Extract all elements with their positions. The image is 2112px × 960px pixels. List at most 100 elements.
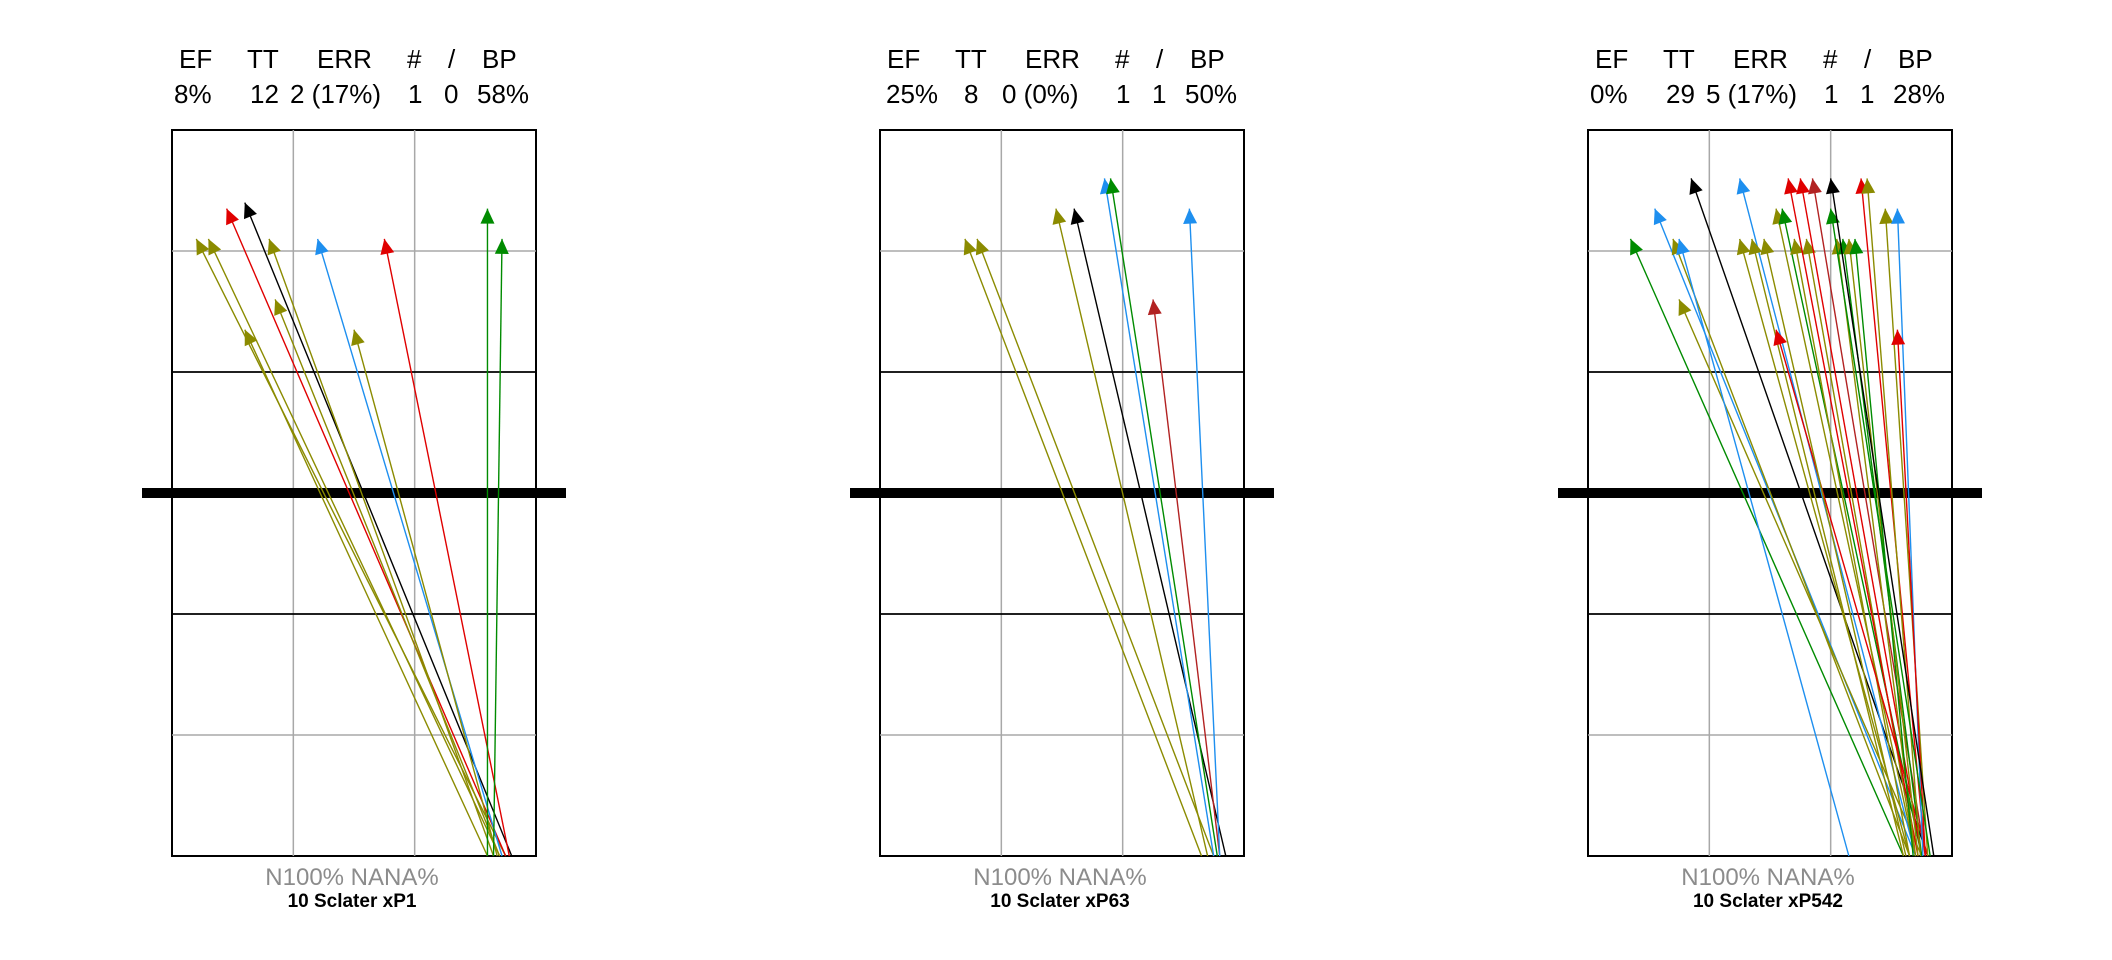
panel-1: EF TT ERR # / BP 8% 12 2 (17%) 1 0 58% N… [142,44,566,912]
trajectory-line [1678,238,1850,857]
stat-err: 5 (17%) [1706,79,1797,109]
arrowhead-point [1784,178,1798,195]
trajectory-line [1896,208,1924,857]
arrowhead-point [351,329,365,346]
arrowhead-point [1808,178,1822,195]
arrowhead-point [380,238,395,255]
trajectory-line [383,238,510,857]
arrowhead-point [1689,178,1703,195]
arrowhead-point [1861,178,1876,194]
arrowhead-point [1678,299,1692,316]
trajectory-line [268,238,495,857]
arrowhead-point [1070,208,1085,225]
header-tt: TT [1663,44,1695,74]
arrowhead-point [1760,238,1775,256]
header-slash: / [448,44,456,74]
stat-count: 1 [408,79,422,109]
arrowhead-point [1736,178,1751,195]
stat-slash: 1 [1152,79,1166,109]
arrowhead-point [226,208,239,226]
trajectory-line [1738,238,1911,857]
footer-line2: 10 Sclater xP63 [990,891,1129,912]
stat-ef: 25% [886,79,938,109]
footer-line1: N100% NANA% [265,864,438,891]
header-ef: EF [887,44,920,74]
arrowhead-point [1736,238,1751,256]
panel-header: EF TT ERR # / BP 8% 12 2 (17%) 1 0 58% [174,44,529,109]
header-err: ERR [1025,44,1080,74]
header-err: ERR [1733,44,1788,74]
stat-count: 1 [1824,79,1838,109]
trajectory-line [1836,238,1917,857]
trajectory-line [1787,178,1919,857]
stat-ef: 0% [1590,79,1628,109]
arrowhead-point [243,202,257,220]
trajectory-line [1775,329,1929,857]
arrowhead-point [1147,299,1162,316]
trajectory-line [1188,208,1221,857]
trajectory-line [1781,208,1923,857]
stat-bp: 50% [1185,79,1237,109]
panel-header: EF TT ERR # / BP 25% 8 0 (0%) 1 1 50% [886,44,1237,109]
trajectory-line [1109,178,1218,857]
trajectory-line [244,329,489,857]
arrowhead-point [208,238,222,256]
panel-3: EF TT ERR # / BP 0% 29 5 (17%) 1 1 28% N… [1558,44,1982,912]
trajectory-line [1866,178,1922,857]
arrowhead-point [1773,329,1787,347]
trajectory-line [492,238,503,857]
arrowhead-point [1052,208,1067,225]
header-bp: BP [1898,44,1933,74]
panel-2: EF TT ERR # / BP 25% 8 0 (0%) 1 1 50% N1… [850,44,1274,912]
arrowhead-point [1778,208,1793,225]
footer-line2: 10 Sclater xP1 [288,891,417,912]
trajectory-line [225,208,507,857]
arrowhead-point [1630,238,1643,256]
header-ef: EF [179,44,212,74]
arrowhead-point [1748,238,1763,256]
trajectory-line [1629,238,1905,857]
header-count: # [407,44,422,74]
arrowhead-point [1849,238,1864,255]
plot-frame [850,129,1274,857]
arrowhead-point [1676,238,1690,256]
arrowhead-point [1790,238,1804,255]
trajectory-line [1672,238,1911,857]
arrowhead-point [1653,208,1667,226]
arrowhead-point [963,238,977,256]
trajectory-line [274,299,501,857]
trajectory-line [1152,299,1221,857]
header-slash: / [1864,44,1872,74]
arrowhead-point [274,299,288,316]
trajectory-line [1775,208,1917,857]
stat-err: 0 (0%) [1002,79,1079,109]
stat-tt: 12 [250,79,279,109]
stat-slash: 1 [1860,79,1874,109]
trajectory-line [1829,208,1931,857]
trajectory-line [1763,238,1907,857]
arrowhead-point [267,238,281,256]
header-err: ERR [317,44,372,74]
trajectory-line [1811,178,1926,857]
stat-bp: 58% [477,79,529,109]
arrowhead-point [1891,329,1906,345]
trajectory-line [1793,238,1911,857]
trajectory-line [353,329,498,857]
stat-tt: 29 [1666,79,1695,109]
header-bp: BP [482,44,517,74]
footer-line1: N100% NANA% [1681,864,1854,891]
arrowhead-point [494,238,509,254]
footer-line2: 10 Sclater xP542 [1693,891,1843,912]
arrowhead-point [975,238,989,256]
stat-err: 2 (17%) [290,79,381,109]
trajectory-line [207,238,501,857]
stat-ef: 8% [174,79,212,109]
header-tt: TT [247,44,279,74]
arrowhead-point [1890,208,1905,224]
stat-tt: 8 [964,79,978,109]
panel-header: EF TT ERR # / BP 0% 29 5 (17%) 1 1 28% [1590,44,1945,109]
stat-bp: 28% [1893,79,1945,109]
trajectory-line [964,238,1203,857]
trajectory-line [1829,178,1935,857]
